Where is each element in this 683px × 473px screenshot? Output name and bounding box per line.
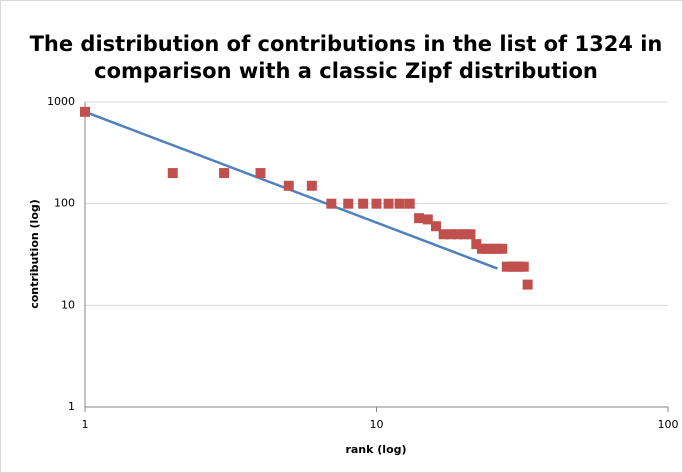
x-axis-label: rank (log) xyxy=(345,443,406,456)
point xyxy=(394,198,405,209)
chart-title: The distribution of contributions in the… xyxy=(30,32,663,56)
point xyxy=(383,198,394,209)
point xyxy=(167,168,178,179)
point xyxy=(522,279,533,290)
point xyxy=(358,198,369,209)
point xyxy=(422,214,433,225)
point xyxy=(219,168,230,179)
point xyxy=(306,180,317,191)
point xyxy=(343,198,354,209)
point xyxy=(404,198,415,209)
point xyxy=(438,229,449,240)
point xyxy=(255,168,266,179)
point xyxy=(445,229,456,240)
point xyxy=(518,261,529,272)
y-tick-label: 1000 xyxy=(47,95,75,108)
chart-title: comparison with a classic Zipf distribut… xyxy=(94,59,598,83)
point xyxy=(459,229,470,240)
x-tick-label: 1 xyxy=(82,418,89,431)
point xyxy=(371,198,382,209)
point xyxy=(80,106,90,117)
point xyxy=(326,198,337,209)
point xyxy=(497,243,508,254)
point xyxy=(476,243,487,254)
y-tick-label: 10 xyxy=(61,298,75,311)
y-axis-label: contribution (log) xyxy=(28,199,41,309)
point xyxy=(283,180,294,191)
point xyxy=(482,243,493,254)
point xyxy=(452,229,463,240)
y-tick-label: 100 xyxy=(54,197,75,210)
point xyxy=(431,221,442,232)
point xyxy=(414,213,425,224)
point xyxy=(465,229,476,240)
y-tick-label: 1 xyxy=(68,400,75,413)
x-tick-label: 10 xyxy=(370,418,384,431)
x-tick-label: 100 xyxy=(658,418,679,431)
point xyxy=(471,239,482,250)
